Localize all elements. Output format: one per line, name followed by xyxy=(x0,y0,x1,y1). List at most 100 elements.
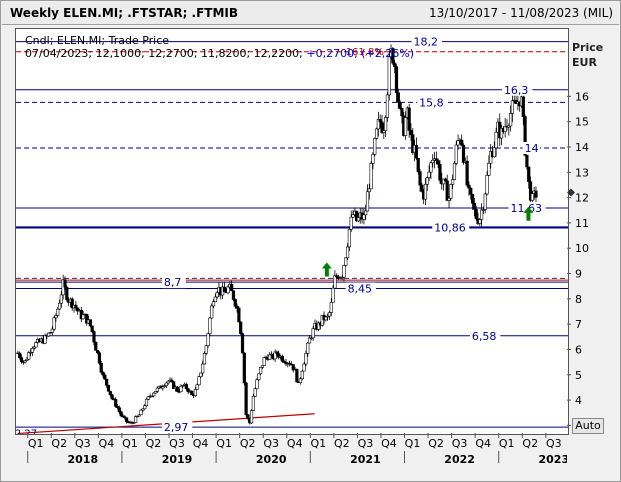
level-label: 15,8 xyxy=(419,96,444,109)
y-tick-label: 11 xyxy=(575,217,589,230)
candle-body xyxy=(25,358,29,361)
support-resistance-lines xyxy=(16,41,568,434)
candle-body xyxy=(166,380,170,384)
candle-body xyxy=(487,162,491,176)
candle-body xyxy=(431,159,435,164)
candle-body xyxy=(179,385,183,393)
legend-date: 07/04/2023; xyxy=(25,47,93,60)
candle-body xyxy=(137,414,141,417)
candle-body xyxy=(181,385,185,387)
candle-body xyxy=(206,333,210,346)
candle-body xyxy=(460,139,464,146)
date-range: 13/10/2017 - 11/08/2023 (MIL) xyxy=(428,6,613,20)
candle-body xyxy=(411,134,415,154)
candle-body xyxy=(474,209,478,220)
candle-body xyxy=(239,321,243,334)
level-labels: 18,2 16,3 15,8 14 11,63 10,86 8,7 8,45 6,58 2,97 1… xyxy=(16,35,546,434)
fib-label: 161,8% xyxy=(346,47,384,58)
x-quarter-label: Q2 xyxy=(240,437,256,450)
candle-body xyxy=(50,328,54,333)
candle-body xyxy=(139,409,143,416)
candle-body xyxy=(277,353,281,358)
candle-body xyxy=(427,171,431,178)
candle-body xyxy=(438,164,442,181)
candle-body xyxy=(351,214,355,218)
level-label: 16,3 xyxy=(504,84,529,97)
candle-body xyxy=(54,315,58,319)
candle-body xyxy=(255,379,259,390)
candle-body xyxy=(63,279,67,288)
price-chart[interactable]: 18,2 16,3 15,8 14 11,63 10,86 8,7 8,45 6,58 2,97 1… xyxy=(16,29,568,434)
candle-body xyxy=(23,360,27,363)
candle-body xyxy=(510,100,515,114)
candle-body xyxy=(445,180,449,201)
candle-body xyxy=(523,116,527,156)
y-axis[interactable]: 345678910111213141516 xyxy=(567,28,617,428)
candle-body xyxy=(27,352,31,360)
axis-unit-price: Price xyxy=(572,41,604,54)
candle-body xyxy=(472,202,476,210)
x-quarter-label: Q4 xyxy=(193,437,209,450)
candle-body xyxy=(298,378,303,383)
candle-body xyxy=(470,193,475,204)
candle-body xyxy=(119,411,123,417)
candle-body xyxy=(525,154,529,168)
candle-body xyxy=(295,368,299,383)
candle-body xyxy=(155,387,159,392)
candle-body xyxy=(407,107,411,131)
candle-body xyxy=(480,209,484,220)
candle-body xyxy=(494,131,498,149)
candle-body xyxy=(391,48,395,64)
candle-body xyxy=(378,119,382,123)
candle-body xyxy=(311,328,315,339)
candle-body xyxy=(260,365,265,368)
candle-body xyxy=(478,219,482,224)
x-quarter-label: Q3 xyxy=(452,437,468,450)
candle-body xyxy=(268,354,272,360)
candle-body xyxy=(449,184,453,199)
candle-body xyxy=(489,150,493,164)
level-label-bg xyxy=(522,141,540,154)
x-quarter-label: Q4 xyxy=(475,437,491,450)
x-axis[interactable]: Q1 Q2 Q3 Q4 Q1 Q2 Q3 Q4 Q1 Q2 Q3 Q4 Q1 Q2 Q3 Q4 Q1 Q2 Q3 Q4… xyxy=(1,433,567,481)
candle-body xyxy=(521,96,525,117)
candle-body xyxy=(184,383,188,390)
level-label: 10,86 xyxy=(434,221,466,234)
candle-body xyxy=(371,154,375,164)
x-quarter-label: Q2 xyxy=(334,437,350,450)
candle-body xyxy=(485,175,489,195)
candle-body xyxy=(150,395,154,398)
candle-body xyxy=(373,138,377,155)
candle-body xyxy=(208,317,212,334)
legend-values: 07/04/2023; 12,1000; 12,2700; 11,8200; 1… xyxy=(25,47,414,60)
arrows xyxy=(321,206,534,277)
plot-area[interactable]: 18,2 16,3 15,8 14 11,63 10,86 8,7 8,45 6,58 2,97 1… xyxy=(15,28,569,435)
y-tick-label: 16 xyxy=(575,90,589,103)
candle-body xyxy=(235,305,239,309)
candle-body xyxy=(242,352,246,384)
y-tick-label: 10 xyxy=(575,242,589,255)
candle-body xyxy=(387,56,391,96)
up-arrow-icon xyxy=(321,262,332,277)
candle-body xyxy=(467,184,471,189)
candle-body xyxy=(132,422,136,424)
candle-body xyxy=(237,307,241,323)
candle-body xyxy=(492,147,496,158)
x-year-label: 2020 xyxy=(256,453,287,466)
candle-body xyxy=(384,117,388,132)
candle-body xyxy=(380,121,384,133)
candle-body xyxy=(226,286,230,294)
auto-scale-button[interactable]: Auto xyxy=(572,418,604,434)
level-label-bg xyxy=(161,276,186,289)
candle-body xyxy=(202,353,207,365)
x-quarter-label: Q2 xyxy=(146,437,162,450)
candle-body xyxy=(316,322,321,330)
y-tick-label: 8 xyxy=(575,293,582,306)
candle-body xyxy=(320,314,324,326)
candle-body xyxy=(282,361,286,363)
candle-body xyxy=(385,94,390,118)
candle-body xyxy=(355,210,359,222)
candle-body xyxy=(244,382,248,416)
candle-body xyxy=(365,191,370,212)
candle-body xyxy=(364,210,368,216)
